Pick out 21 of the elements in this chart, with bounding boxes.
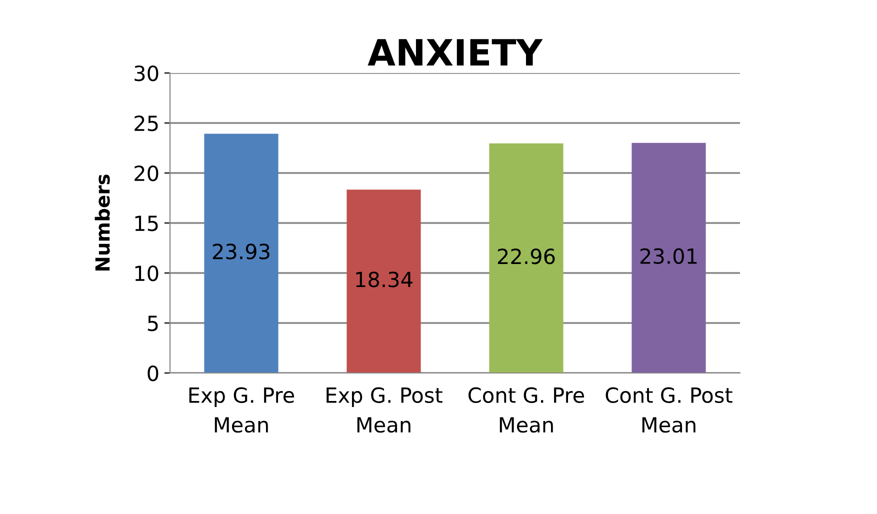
data-label: 23.01 <box>640 248 697 264</box>
bar <box>489 143 564 373</box>
x-tick-label: Cont G. Pre Mean <box>468 387 584 433</box>
chart-title: ANXIETY <box>368 39 543 66</box>
y-tick-label: 10 <box>135 265 158 282</box>
y-tick-label: 15 <box>135 216 158 232</box>
x-tick-label: Exp G. Post Mean <box>326 387 442 433</box>
data-label: 18.34 <box>356 272 412 288</box>
y-tick-label: 30 <box>134 65 158 82</box>
data-label: 23.93 <box>212 244 270 260</box>
x-tick-label: Exp G. Pre Mean <box>189 387 294 433</box>
y-tick-label: 0 <box>148 365 158 382</box>
bar <box>632 142 706 373</box>
y-tick-label: 5 <box>148 316 158 332</box>
data-label: 22.96 <box>498 248 555 264</box>
x-tick-label: Cont G. Post Mean <box>606 387 732 433</box>
bar <box>204 134 278 373</box>
y-tick-label: 20 <box>134 165 158 182</box>
y-axis-title: Numbers <box>94 174 110 271</box>
y-tick-label: 25 <box>134 115 158 132</box>
bar <box>346 190 421 373</box>
